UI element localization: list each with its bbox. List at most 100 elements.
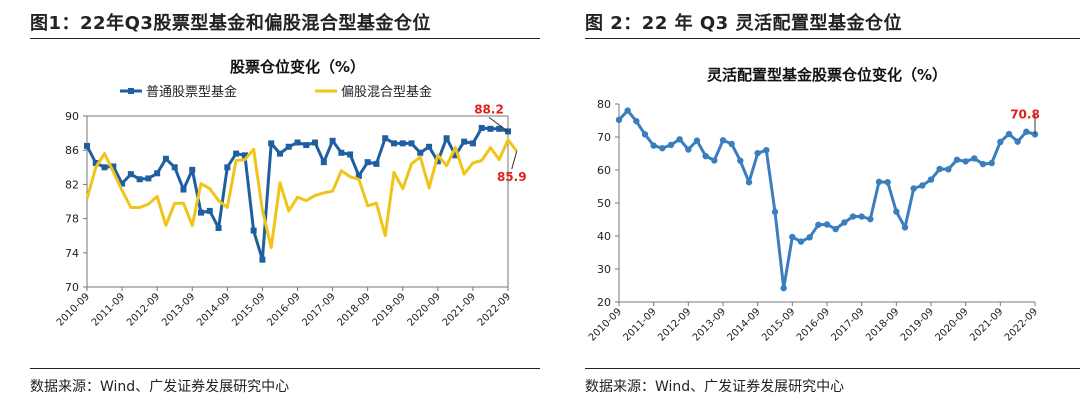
data-point <box>250 227 257 234</box>
data-point <box>127 171 134 178</box>
y-tick-label: 82 <box>65 178 79 191</box>
x-tick-label: 2011-09 <box>90 291 127 328</box>
data-point <box>815 221 822 228</box>
data-point <box>408 140 415 147</box>
chart-title: 灵活配置型基金股票仓位变化（%） <box>707 66 947 84</box>
left-chart: 股票仓位变化（%） 70 74 78 82 86 90 2010-092011-092012-… <box>55 58 527 329</box>
right-source-rule <box>585 368 1080 369</box>
x-tick-label: 2015-09 <box>760 306 797 343</box>
legend-label: 偏股混合型基金 <box>341 84 432 100</box>
y-tick-label: 86 <box>65 144 79 157</box>
data-point <box>303 142 310 149</box>
x-tick-label: 2012-09 <box>656 306 693 343</box>
data-point <box>215 225 222 232</box>
data-point <box>110 163 117 170</box>
data-point <box>469 140 476 147</box>
data-point <box>285 143 292 150</box>
data-point <box>988 159 995 167</box>
x-tick-label: 2020-09 <box>406 291 443 328</box>
data-point <box>154 170 161 177</box>
data-point <box>487 125 494 132</box>
data-point <box>84 142 90 149</box>
data-point <box>884 179 891 186</box>
data-point <box>789 233 796 241</box>
y-tick-label: 74 <box>65 247 79 260</box>
data-point <box>206 207 213 214</box>
data-point <box>443 135 450 142</box>
x-tick-label: 2013-09 <box>160 291 197 328</box>
chart-title: 股票仓位变化（%） <box>230 58 365 76</box>
left-source-rule <box>30 368 540 369</box>
data-point <box>171 164 178 171</box>
data-point <box>867 215 874 223</box>
x-tick-label: 2021-09 <box>968 306 1005 343</box>
data-point <box>241 152 248 159</box>
y-tick-label: 20 <box>597 296 611 309</box>
series-line-1 <box>85 138 518 250</box>
data-point <box>426 143 433 150</box>
x-tick-label: 2018-09 <box>864 306 901 343</box>
data-point <box>849 213 857 220</box>
data-point <box>971 155 978 162</box>
right-title-rule <box>585 38 1080 39</box>
data-point <box>997 138 1004 146</box>
data-point <box>633 117 640 125</box>
data-point <box>382 135 389 142</box>
annotation-label: 85.9 <box>497 170 527 184</box>
data-point <box>119 180 126 187</box>
data-point <box>771 208 779 216</box>
data-point <box>832 225 839 233</box>
data-point <box>259 256 266 263</box>
data-point <box>276 150 283 157</box>
data-point <box>763 147 770 154</box>
x-tick-label: 2015-09 <box>230 291 267 328</box>
data-point <box>641 131 649 138</box>
annotation-label: 88.2 <box>474 102 504 116</box>
x-tick-label: 2017-09 <box>829 306 866 343</box>
right-figure-panel: 图 2：22 年 Q3 灵活配置型基金仓位 灵活配置型基金股票仓位变化（%） 20… <box>555 0 1080 406</box>
data-point <box>780 284 787 292</box>
annotation-leader <box>511 150 518 170</box>
right-source-note: 数据来源：Wind、广发证券发展研究中心 <box>585 379 845 395</box>
data-point <box>355 172 362 179</box>
data-point <box>650 142 657 149</box>
data-point <box>893 208 900 215</box>
data-point <box>685 146 692 153</box>
x-tick-label: 2020-09 <box>933 306 970 343</box>
data-point <box>347 151 354 158</box>
right-chart: 灵活配置型基金股票仓位变化（%）203040506070802010-09201… <box>587 66 1040 344</box>
data-point <box>919 182 926 189</box>
x-tick-label: 2012-09 <box>125 291 162 328</box>
data-point <box>268 140 275 147</box>
data-point <box>338 149 345 156</box>
data-point <box>702 152 709 160</box>
y-tick-label: 50 <box>597 197 611 210</box>
data-point <box>676 136 683 143</box>
annotation-label: 70.8 <box>1010 107 1040 121</box>
data-point <box>478 124 485 131</box>
data-point <box>452 152 459 159</box>
x-tick-label: 2019-09 <box>899 306 936 343</box>
data-point <box>901 224 909 231</box>
annotation-leader <box>488 116 509 132</box>
x-tick-label: 2019-09 <box>371 291 408 328</box>
x-tick-label: 2021-09 <box>441 291 478 328</box>
data-point <box>145 175 152 182</box>
data-point <box>233 150 240 157</box>
data-point <box>373 160 380 167</box>
data-point <box>624 107 631 114</box>
data-point <box>953 156 961 163</box>
legend-marker <box>128 88 134 94</box>
data-point <box>1005 130 1013 138</box>
data-point <box>224 164 231 171</box>
data-point <box>312 139 319 146</box>
data-point <box>841 219 848 226</box>
data-point <box>962 158 969 165</box>
x-tick-label: 2010-09 <box>55 291 92 328</box>
left-source-note: 数据来源：Wind、广发证券发展研究中心 <box>30 379 290 395</box>
data-point <box>667 141 675 149</box>
x-tick-label: 2017-09 <box>300 291 337 328</box>
data-point <box>329 137 336 144</box>
x-tick-label: 2016-09 <box>795 306 832 343</box>
data-point <box>806 234 813 241</box>
